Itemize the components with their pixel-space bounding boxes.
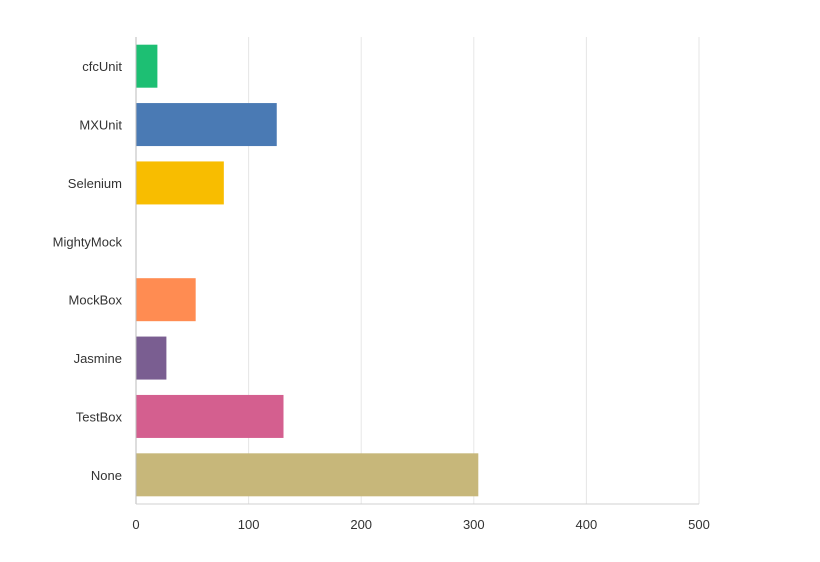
x-tick-label: 400 — [576, 517, 598, 532]
category-label-mockbox: MockBox — [69, 293, 123, 308]
x-axis-ticks: 0 100 200 300 400 500 — [132, 517, 709, 532]
category-label-testbox: TestBox — [76, 409, 123, 424]
category-label-cfcunit: cfcUnit — [82, 59, 122, 74]
bar-mockbox — [136, 278, 196, 322]
bar-testbox — [136, 394, 284, 438]
category-label-jasmine: Jasmine — [74, 351, 122, 366]
category-label-mightymock: MightyMock — [53, 234, 123, 249]
y-axis-categories: cfcUnit MXUnit Selenium MightyMock MockBox Ja… — [53, 59, 123, 483]
bar-none — [136, 453, 479, 497]
category-label-mxunit: MXUnit — [79, 118, 122, 133]
category-label-none: None — [91, 468, 122, 483]
x-tick-label: 0 — [132, 517, 139, 532]
category-label-selenium: Selenium — [68, 176, 122, 191]
x-tick-label: 500 — [688, 517, 710, 532]
bar-cfcunit — [136, 44, 158, 88]
bar-mxunit — [136, 103, 277, 147]
grid-lines — [248, 37, 700, 504]
bar-jasmine — [136, 336, 167, 380]
bars — [136, 44, 479, 497]
x-tick-label: 200 — [350, 517, 372, 532]
x-tick-label: 300 — [463, 517, 485, 532]
bar-selenium — [136, 161, 224, 205]
x-tick-label: 100 — [238, 517, 260, 532]
